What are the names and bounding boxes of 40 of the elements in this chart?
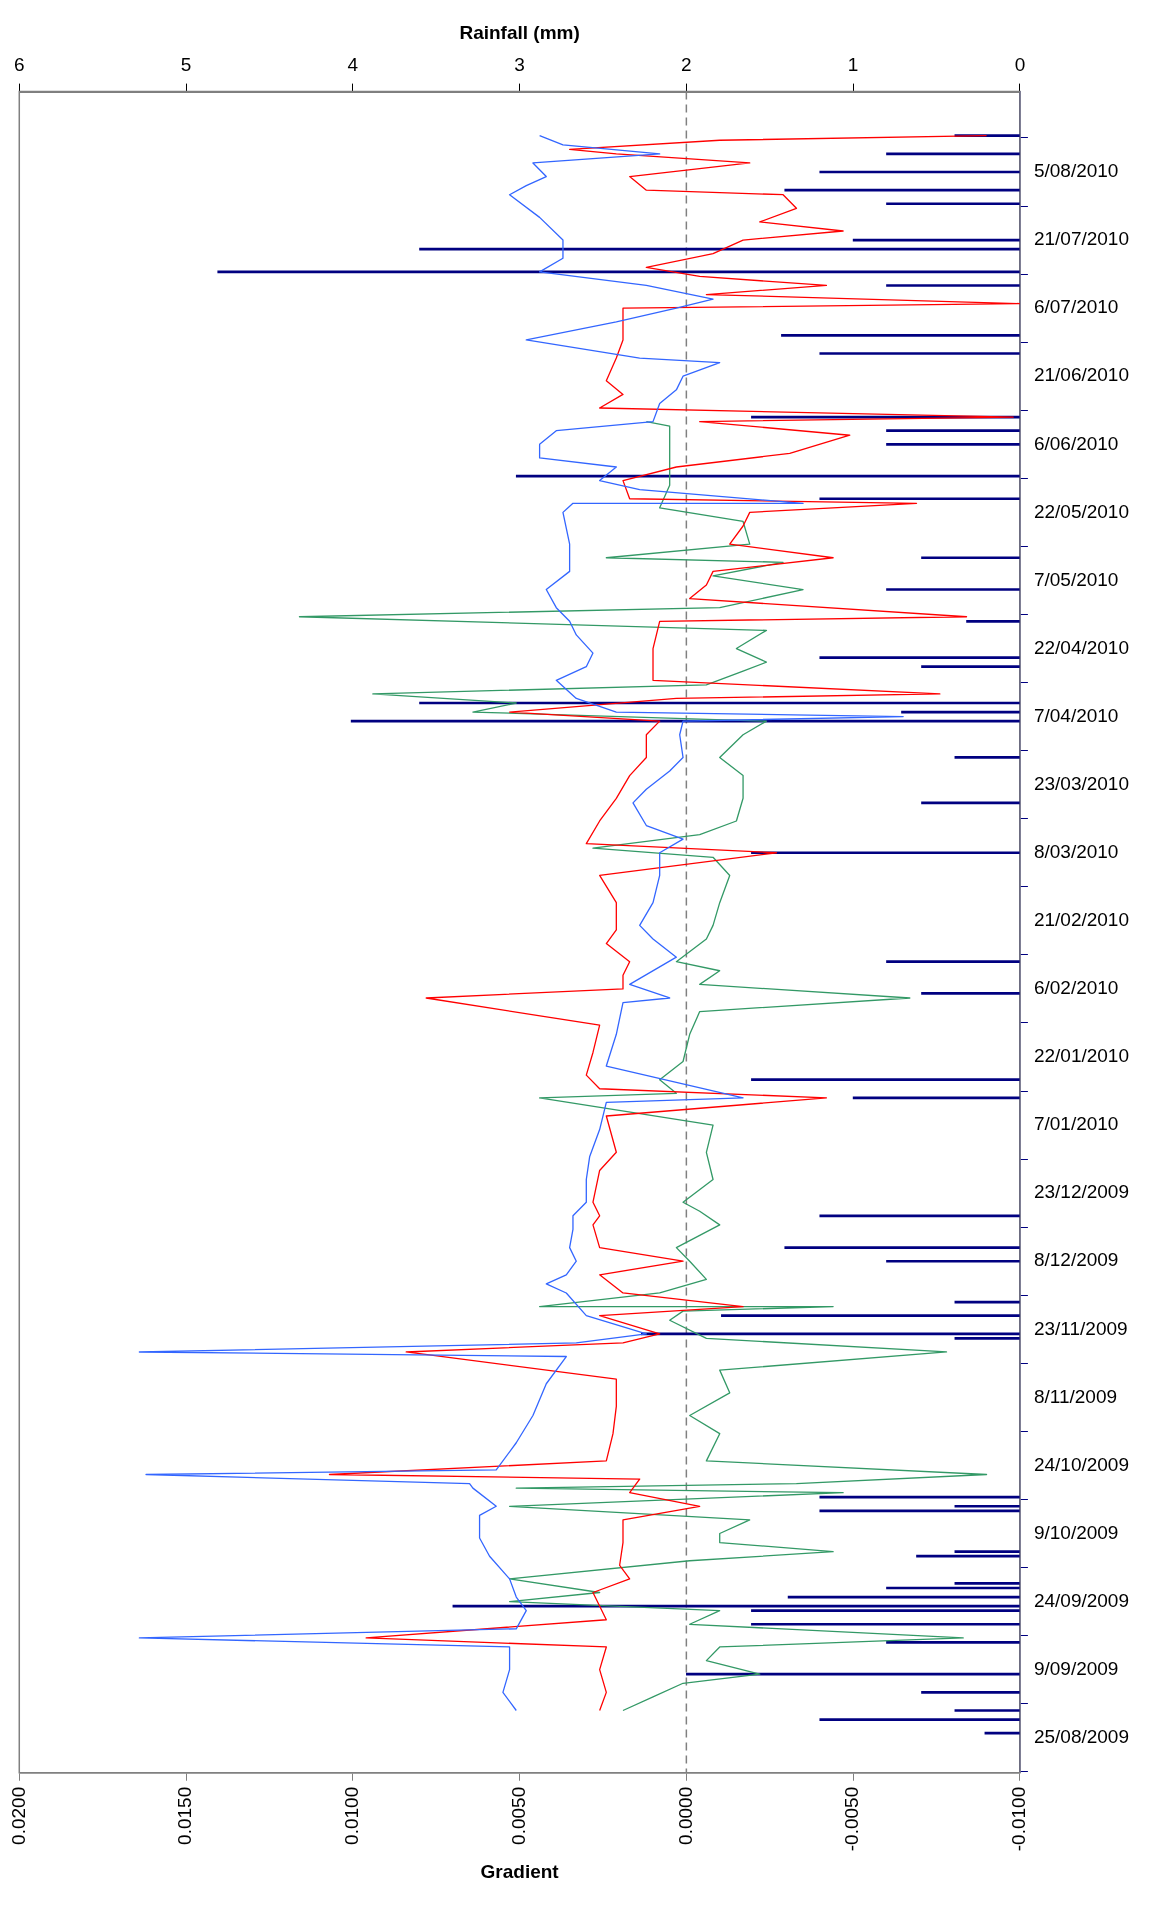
- x-tick-label: 0.0150: [174, 1786, 196, 1845]
- x-tick-label: 0.0000: [674, 1786, 696, 1845]
- y-tick-label: 21/07/2010: [1033, 228, 1129, 250]
- y-tick-label: 6/06/2010: [1033, 432, 1119, 454]
- x2-tick-label: 3: [514, 54, 525, 76]
- y-tick-label: 21/06/2010: [1033, 364, 1129, 386]
- y-tick-label: 24/09/2009: [1033, 1589, 1129, 1611]
- y-tick-label: 7/01/2010: [1033, 1113, 1119, 1135]
- y-tick-label: 23/03/2010: [1033, 772, 1129, 794]
- y-tick-label: 23/12/2009: [1033, 1181, 1129, 1203]
- y-tick-label: 8/12/2009: [1033, 1249, 1119, 1271]
- y-tick-label: 22/05/2010: [1033, 500, 1129, 522]
- y-tick-label: 22/04/2010: [1033, 636, 1129, 658]
- y-tick-label: 6/07/2010: [1033, 296, 1119, 318]
- y-tick-label: 25/08/2009: [1033, 1725, 1129, 1747]
- x2-tick-label: 6: [13, 54, 25, 76]
- y-tick-label: 7/04/2010: [1033, 704, 1119, 726]
- y-tick-label: 9/09/2009: [1033, 1657, 1119, 1679]
- x-tick-label: -0.0100: [1008, 1786, 1030, 1852]
- y-tick-label: 6/02/2010: [1033, 977, 1119, 999]
- y-tick-label: 8/03/2010: [1033, 840, 1119, 862]
- x-tick-label: 0.0100: [341, 1786, 363, 1845]
- y-tick-label: 22/01/2010: [1033, 1045, 1129, 1067]
- y-tick-label: 8/11/2009: [1033, 1385, 1118, 1407]
- y-tick-label: 23/11/2009: [1033, 1317, 1128, 1339]
- x2-tick-label: 1: [847, 54, 859, 76]
- x2-axis-title: Rainfall (mm): [459, 21, 580, 43]
- x-tick-label: 0.0050: [507, 1786, 529, 1845]
- x2-tick-label: 4: [347, 54, 359, 76]
- y-tick-label: 9/10/2009: [1033, 1521, 1119, 1543]
- y-tick-label: 24/10/2009: [1033, 1453, 1129, 1475]
- x-axis-title: Gradient: [480, 1860, 560, 1882]
- x2-tick-label: 0: [1014, 54, 1026, 76]
- y-tick-label: 21/02/2010: [1033, 909, 1129, 931]
- y-tick-label: 7/05/2010: [1033, 568, 1119, 590]
- x-tick-label: -0.0050: [841, 1786, 863, 1852]
- x2-tick-label: 2: [681, 54, 692, 76]
- y-tick-label: 5/08/2010: [1033, 160, 1119, 182]
- x-tick-label: 0.0200: [7, 1786, 29, 1845]
- x2-tick-label: 5: [180, 54, 192, 76]
